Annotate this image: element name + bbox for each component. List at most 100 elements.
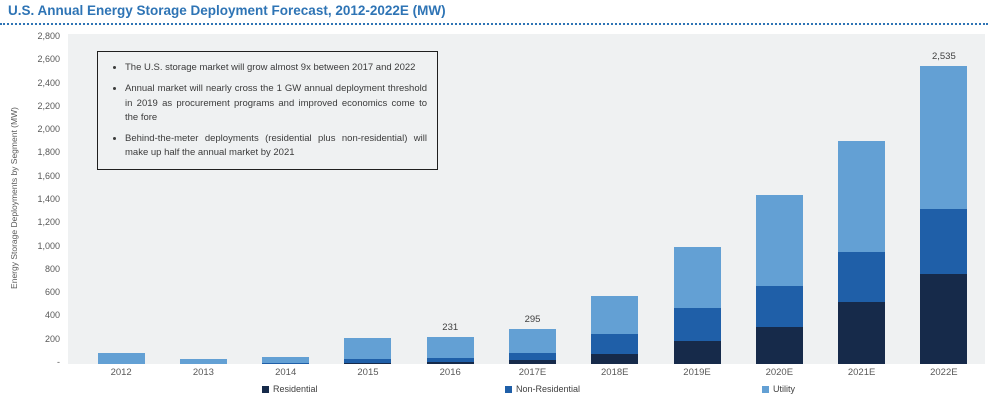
chart-legend: Residential Non-Residential Utility xyxy=(0,384,988,400)
bar-segment-residential xyxy=(838,302,886,364)
y-tick-label: 2,800 xyxy=(37,31,60,41)
bar-segment-residential xyxy=(591,354,639,364)
bar-segment-residential xyxy=(673,341,721,364)
x-label-2018E: 2018E xyxy=(601,367,629,378)
bar-segment-utility xyxy=(426,337,474,358)
bar-total-label: 2,535 xyxy=(931,51,956,62)
y-tick-label: 200 xyxy=(44,333,60,344)
bar-segment-non-residential xyxy=(838,252,886,302)
annotation-bullet: The U.S. storage market will grow almost… xyxy=(125,61,427,75)
bar-segment-utility xyxy=(508,329,556,353)
stacked-bar-2022E xyxy=(920,66,968,364)
stacked-bar-2018E xyxy=(591,296,639,364)
title-dotted-rule xyxy=(0,23,988,25)
y-tick-label: 1,200 xyxy=(37,217,60,228)
bar-segment-residential xyxy=(755,327,803,364)
x-label-2022E: 2022E xyxy=(930,367,958,378)
bar-segment-utility xyxy=(97,353,145,364)
y-tick-label: 1,800 xyxy=(37,147,60,158)
annotation-box: The U.S. storage market will grow almost… xyxy=(97,51,438,170)
bar-segment-non-residential xyxy=(508,353,556,360)
bar-column-2013 xyxy=(162,34,244,364)
bar-segment-non-residential xyxy=(262,363,310,364)
bar-segment-residential xyxy=(426,362,474,364)
stacked-bar-2015 xyxy=(344,338,392,364)
bar-column-2015 xyxy=(327,34,409,364)
y-axis-tick-labels: 2,800 2,600 2,400 2,200 2,000 1,800 1,600 1,400… xyxy=(0,30,62,368)
bar-segment-non-residential xyxy=(920,209,968,274)
legend-swatch-icon xyxy=(505,385,512,393)
x-label-2013: 2013 xyxy=(192,367,214,378)
x-label-2014: 2014 xyxy=(275,367,297,378)
bar-segment-residential xyxy=(344,363,392,364)
bar-segment-non-residential xyxy=(344,359,392,363)
y-tick-label: 2,600 xyxy=(37,54,60,65)
bar-column-2021E xyxy=(820,34,902,364)
x-label-2017E: 2017E xyxy=(518,367,547,378)
x-label-2020E: 2020E xyxy=(765,367,794,378)
bar-segment-utility xyxy=(673,247,721,308)
bar-segment-utility xyxy=(838,141,886,252)
bar-segment-non-residential xyxy=(755,286,803,327)
stacked-bar-2017E xyxy=(508,329,556,364)
y-tick-label: 2,400 xyxy=(37,77,60,88)
chart-title: U.S. Annual Energy Storage Deployment Fo… xyxy=(8,3,446,18)
y-tick-label: 1,000 xyxy=(37,240,60,251)
bar-column-2019E xyxy=(656,34,738,364)
bar-segment-residential xyxy=(508,360,556,364)
y-tick-label: 1,600 xyxy=(37,170,60,181)
x-axis-category-labels: 2012 2013 2014 2015 2016 2017E 2018E 2019E 2020E… xyxy=(80,367,985,378)
bar-total-label: 295 xyxy=(524,314,541,325)
legend-item-non-residential: Non-Residential xyxy=(505,384,580,394)
annotation-bullet: Behind-the-meter deployments (residentia… xyxy=(125,132,427,161)
x-label-2015: 2015 xyxy=(357,367,379,378)
bar-total-label: 231 xyxy=(442,322,459,333)
y-tick-label: 800 xyxy=(44,263,60,274)
bar-column-2020E xyxy=(738,34,820,364)
y-tick-label: 2,200 xyxy=(37,100,60,111)
y-tick-label: 400 xyxy=(44,310,60,321)
legend-label: Utility xyxy=(773,384,795,394)
bar-segment-utility xyxy=(262,357,310,363)
stacked-bar-2012 xyxy=(97,353,145,364)
y-tick-label: 2,000 xyxy=(37,124,60,135)
legend-swatch-icon xyxy=(262,385,269,393)
bar-series-area: 231 295 2,535 xyxy=(80,34,985,364)
y-tick-label: - xyxy=(57,356,60,367)
annotation-bullet: Annual market will nearly cross the 1 GW… xyxy=(125,82,427,125)
stacked-bar-2019E xyxy=(673,247,721,364)
bar-column-2022E: 2,535 xyxy=(903,34,985,364)
legend-label: Residential xyxy=(273,384,318,394)
bar-column-2018E xyxy=(574,34,656,364)
legend-label: Non-Residential xyxy=(516,384,581,394)
bar-column-2012 xyxy=(80,34,162,364)
stacked-bar-2014 xyxy=(262,357,310,364)
bar-segment-utility xyxy=(755,195,803,286)
stacked-bar-2020E xyxy=(755,195,803,364)
x-label-2019E: 2019E xyxy=(683,367,711,378)
legend-swatch-icon xyxy=(762,385,769,393)
x-label-2012: 2012 xyxy=(110,367,132,378)
bar-segment-residential xyxy=(920,274,968,364)
bar-segment-utility xyxy=(344,338,392,359)
y-tick-label: 600 xyxy=(44,287,60,298)
x-label-2016: 2016 xyxy=(439,367,461,378)
bar-segment-utility xyxy=(179,359,227,364)
x-label-2021E: 2021E xyxy=(847,367,876,378)
bar-segment-utility xyxy=(920,66,968,209)
legend-item-utility: Utility xyxy=(762,384,795,394)
bar-segment-utility xyxy=(591,296,639,334)
annotation-bullet-list: The U.S. storage market will grow almost… xyxy=(108,61,427,161)
bar-column-2016: 231 xyxy=(409,34,491,364)
plot-area: The U.S. storage market will grow almost… xyxy=(68,34,985,364)
stacked-bar-2021E xyxy=(838,141,886,364)
bar-segment-non-residential xyxy=(673,308,721,341)
bar-segment-non-residential xyxy=(591,334,639,354)
bar-segment-non-residential xyxy=(426,358,474,362)
bar-column-2014 xyxy=(245,34,327,364)
bar-column-2017E: 295 xyxy=(491,34,573,364)
stacked-bar-2016 xyxy=(426,337,474,364)
stacked-bar-2013 xyxy=(179,359,227,364)
y-tick-label: 1,400 xyxy=(37,193,60,204)
